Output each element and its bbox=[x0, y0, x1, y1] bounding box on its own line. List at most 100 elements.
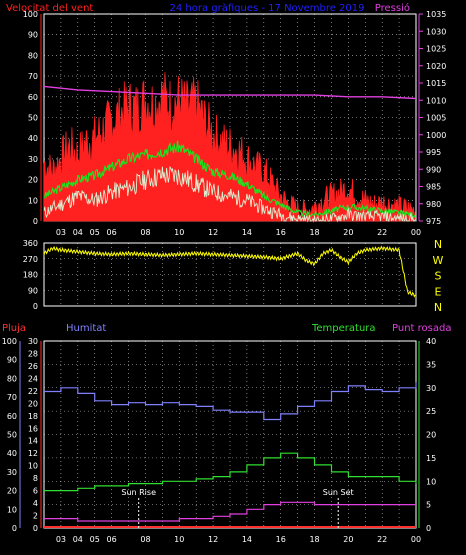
series-temperature bbox=[44, 452, 417, 492]
climate-x-tick-label: 16 bbox=[276, 535, 286, 544]
climate-x-tick-label: 03 bbox=[56, 535, 66, 544]
rain-tick-label: 22 bbox=[28, 387, 38, 396]
wind-tick-label: 0 bbox=[33, 217, 38, 226]
rain-tick-label: 12 bbox=[28, 449, 38, 458]
wind-tick-label: 30 bbox=[28, 155, 38, 164]
rain-tick-label: 0 bbox=[33, 524, 38, 533]
wind-x-tick-label: 22 bbox=[377, 228, 387, 237]
wind-x-tick-label: 20 bbox=[343, 228, 353, 237]
direction-tick-label: 0 bbox=[33, 302, 38, 311]
pressure-tick-label: 1025 bbox=[426, 45, 446, 54]
climate-x-tick-label: 22 bbox=[377, 535, 387, 544]
humidity-tick-label: 40 bbox=[7, 449, 17, 458]
pressure-tick-label: 980 bbox=[426, 200, 441, 209]
rain-tick-label: 14 bbox=[28, 437, 38, 446]
temperature-tick-label: 15 bbox=[426, 454, 436, 463]
sunrise-label: Sun Rise bbox=[121, 488, 156, 497]
climate-x-tick-label: 04 bbox=[73, 535, 83, 544]
humidity-tick-label: 70 bbox=[7, 393, 17, 402]
right-axis-label-pressure: Pressió bbox=[375, 2, 410, 14]
temperature-tick-label: 35 bbox=[426, 360, 436, 369]
rain-tick-label: 16 bbox=[28, 424, 38, 433]
chart-title: 24 hora gràfiques - 17 Novembre 2019 bbox=[169, 2, 364, 14]
climate-x-tick-label: 14 bbox=[242, 535, 252, 544]
series-pressure bbox=[43, 85, 417, 100]
wind-tick-label: 100 bbox=[23, 10, 38, 19]
wind-x-tick-label: 18 bbox=[309, 228, 319, 237]
sunset-label: Sun Set bbox=[323, 488, 354, 497]
wind-tick-label: 40 bbox=[28, 134, 38, 143]
humidity-tick-label: 60 bbox=[7, 412, 17, 421]
left-axis-label-humidity: Humitat bbox=[66, 323, 106, 334]
pressure-tick-label: 1000 bbox=[426, 131, 446, 140]
compass-label: S bbox=[435, 270, 442, 283]
right-axis-label-temperature: Temperatura bbox=[311, 323, 376, 334]
pressure-tick-label: 990 bbox=[426, 165, 441, 174]
wind-tick-label: 80 bbox=[28, 51, 38, 60]
wind-x-tick-label: 04 bbox=[73, 228, 83, 237]
rain-tick-label: 30 bbox=[28, 337, 38, 346]
compass-label: N bbox=[434, 301, 442, 314]
direction-tick-label: 270 bbox=[23, 255, 38, 264]
pressure-tick-label: 1005 bbox=[426, 114, 446, 123]
pressure-tick-label: 985 bbox=[426, 183, 441, 192]
temperature-tick-label: 40 bbox=[426, 337, 436, 346]
climate-x-tick-label: 12 bbox=[208, 535, 218, 544]
humidity-tick-label: 0 bbox=[12, 524, 17, 533]
compass-label: N bbox=[434, 238, 442, 251]
wind-tick-label: 70 bbox=[28, 72, 38, 81]
climate-x-tick-label: 06 bbox=[107, 535, 117, 544]
left-axis-label-rain: Pluja bbox=[2, 323, 26, 334]
temperature-tick-label: 5 bbox=[426, 501, 431, 510]
wind-x-tick-label: 08 bbox=[140, 228, 150, 237]
climate-x-tick-label: 08 bbox=[140, 535, 150, 544]
direction-tick-label: 90 bbox=[28, 286, 38, 295]
compass-label: W bbox=[433, 254, 444, 267]
wind-x-tick-label: 14 bbox=[242, 228, 252, 237]
right-axis-label-dewpoint: Punt rosada bbox=[392, 323, 451, 334]
climate-x-tick-label: 05 bbox=[90, 535, 100, 544]
humidity-tick-label: 20 bbox=[7, 487, 17, 496]
climate-x-tick-label: 00 bbox=[411, 535, 421, 544]
humidity-tick-label: 50 bbox=[7, 431, 17, 440]
rain-tick-label: 6 bbox=[33, 487, 38, 496]
pressure-tick-label: 1010 bbox=[426, 96, 446, 105]
rain-tick-label: 8 bbox=[33, 474, 38, 483]
pressure-tick-label: 1020 bbox=[426, 62, 446, 71]
humidity-tick-label: 80 bbox=[7, 374, 17, 383]
pressure-tick-label: 1035 bbox=[426, 10, 446, 19]
temperature-tick-label: 10 bbox=[426, 477, 436, 486]
series-wind-minimum bbox=[43, 165, 416, 223]
rain-tick-label: 18 bbox=[28, 412, 38, 421]
temperature-tick-label: 25 bbox=[426, 407, 436, 416]
wind-tick-label: 10 bbox=[28, 196, 38, 205]
humidity-tick-label: 30 bbox=[7, 468, 17, 477]
temperature-tick-label: 30 bbox=[426, 384, 436, 393]
rain-tick-label: 28 bbox=[28, 349, 38, 358]
series-dewpoint bbox=[44, 501, 416, 522]
pressure-tick-label: 1015 bbox=[426, 79, 446, 88]
pressure-tick-label: 995 bbox=[426, 148, 441, 157]
rain-tick-label: 10 bbox=[28, 462, 38, 471]
pressure-tick-label: 1030 bbox=[426, 27, 446, 36]
compass-label: E bbox=[435, 285, 442, 298]
rain-tick-label: 20 bbox=[28, 399, 38, 408]
wind-tick-label: 50 bbox=[28, 114, 38, 123]
pressure-tick-label: 975 bbox=[426, 217, 441, 226]
wind-tick-label: 20 bbox=[28, 176, 38, 185]
series-humidity bbox=[44, 382, 417, 421]
temperature-tick-label: 20 bbox=[426, 431, 436, 440]
climate-x-tick-label: 20 bbox=[343, 535, 353, 544]
direction-tick-label: 180 bbox=[23, 271, 38, 280]
climate-x-tick-label: 18 bbox=[309, 535, 319, 544]
wind-x-tick-label: 16 bbox=[276, 228, 286, 237]
wind-x-tick-label: 00 bbox=[411, 228, 421, 237]
rain-tick-label: 24 bbox=[28, 374, 38, 383]
climate-x-tick-label: 10 bbox=[174, 535, 184, 544]
wind-x-tick-label: 05 bbox=[90, 228, 100, 237]
series-wind-direction bbox=[43, 245, 416, 298]
temperature-tick-label: 0 bbox=[426, 524, 431, 533]
wind-x-tick-label: 06 bbox=[107, 228, 117, 237]
